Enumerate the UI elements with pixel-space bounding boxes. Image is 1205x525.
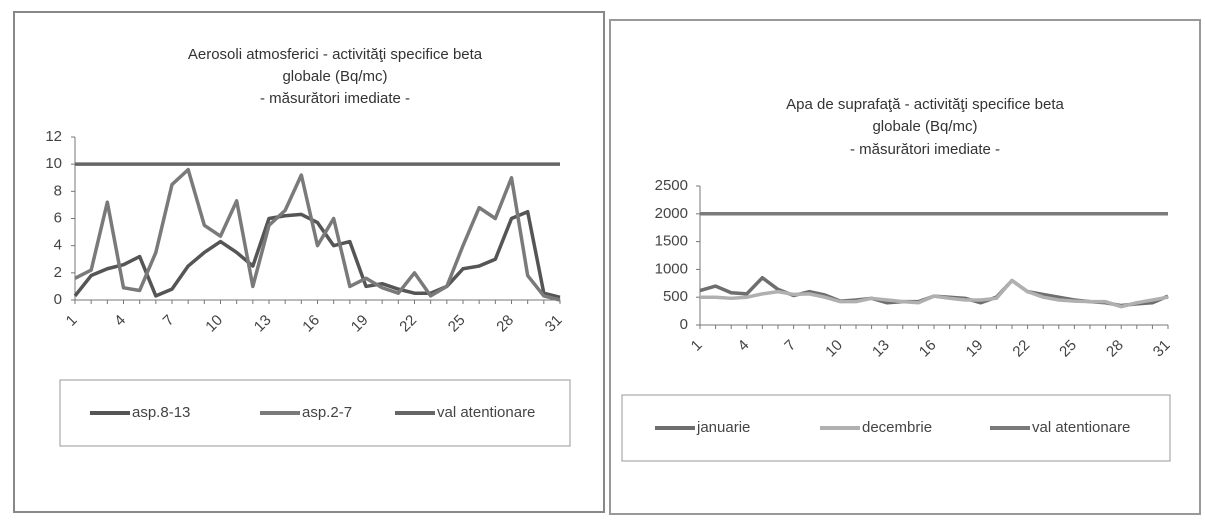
x-tick-label: 25 xyxy=(445,312,469,336)
y-tick-label: 8 xyxy=(54,182,62,199)
chart-title: globale (Bq/mc) xyxy=(872,118,977,135)
legend-label: asp.8-13 xyxy=(132,404,190,421)
x-tick-label: 1 xyxy=(688,337,706,355)
x-tick-label: 31 xyxy=(1150,337,1174,361)
x-tick-label: 10 xyxy=(822,337,846,361)
x-tick-label: 16 xyxy=(299,312,323,336)
x-tick-label: 16 xyxy=(916,337,940,361)
y-tick-label: 2500 xyxy=(655,177,688,194)
x-tick-label: 13 xyxy=(869,337,893,361)
x-tick-label: 22 xyxy=(1009,337,1033,361)
legend-label: asp.2-7 xyxy=(302,404,352,421)
y-tick-label: 500 xyxy=(663,288,688,305)
y-tick-label: 6 xyxy=(54,209,62,226)
chart-frame xyxy=(13,11,605,513)
chart-title: - măsurători imediate - xyxy=(850,141,1000,158)
x-tick-label: 31 xyxy=(542,312,566,336)
legend-box xyxy=(59,379,571,447)
y-tick-label: 12 xyxy=(45,128,62,145)
legend-label: januarie xyxy=(696,419,750,436)
x-tick-label: 7 xyxy=(160,312,178,330)
x-tick-label: 13 xyxy=(251,312,275,336)
x-tick-label: 19 xyxy=(963,337,987,361)
y-tick-label: 2 xyxy=(54,264,62,281)
chart-title: - măsurători imediate - xyxy=(260,90,410,107)
chart-title: Apa de suprafaţă - activităţi specifice … xyxy=(786,96,1064,113)
y-tick-label: 10 xyxy=(45,155,62,172)
y-tick-label: 1000 xyxy=(655,260,688,277)
series-line xyxy=(73,209,561,299)
x-tick-label: 19 xyxy=(348,312,372,336)
chart-title: globale (Bq/mc) xyxy=(282,68,387,85)
legend-label: val atentionare xyxy=(1032,419,1130,436)
chart-frame xyxy=(609,19,1201,515)
x-tick-label: 1 xyxy=(63,312,81,330)
x-tick-label: 28 xyxy=(1103,337,1127,361)
x-tick-label: 22 xyxy=(396,312,420,336)
legend-box xyxy=(621,394,1171,462)
y-tick-label: 4 xyxy=(54,237,62,254)
y-tick-label: 0 xyxy=(54,291,62,308)
series-line xyxy=(74,167,561,302)
x-tick-label: 4 xyxy=(111,312,129,330)
y-tick-label: 1500 xyxy=(655,233,688,250)
chart-title: Aerosoli atmosferici - activităţi specif… xyxy=(188,46,483,63)
x-tick-label: 10 xyxy=(202,312,226,336)
series-line xyxy=(700,278,1169,309)
legend-label: val atentionare xyxy=(437,404,535,421)
x-tick-label: 4 xyxy=(735,337,753,355)
legend-label: decembrie xyxy=(862,419,932,436)
y-tick-label: 0 xyxy=(680,316,688,333)
x-tick-label: 25 xyxy=(1056,337,1080,361)
x-tick-label: 28 xyxy=(493,312,517,336)
y-tick-label: 2000 xyxy=(655,205,688,222)
x-tick-label: 7 xyxy=(781,337,799,355)
